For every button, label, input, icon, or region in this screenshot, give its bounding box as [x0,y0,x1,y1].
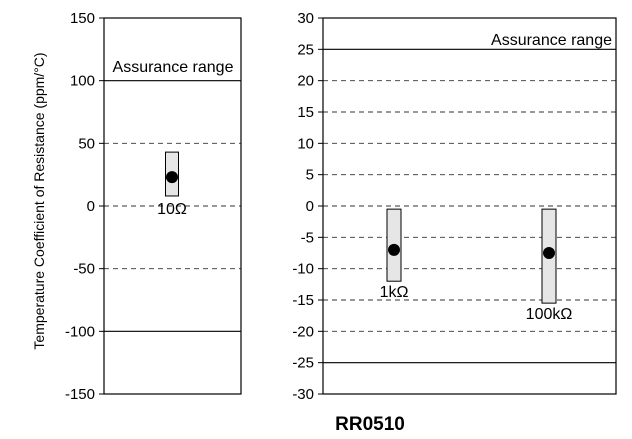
resistance-label: 1kΩ [380,284,409,301]
panel-right: 30 25 20 15 10 5 0 -5 -10 -15 -20 -25 -30 Assurance r… [292,10,617,403]
y-tick-label: 50 [78,135,95,152]
panel-left: 150 100 50 0 -50 -100 -150 Assurance range 10Ω [65,10,242,403]
y-tick-label: -20 [292,323,314,340]
data-point [388,243,400,256]
y-axis-label: Temperature Coefficient of Resistance (p… [31,52,47,349]
resistance-label: 10Ω [157,201,187,218]
y-tick-label: -5 [301,229,314,246]
resistance-label: 100kΩ [526,306,573,323]
y-tick-label: 25 [297,41,314,58]
y-tick-label: 5 [306,167,314,184]
y-tick-label: -10 [292,261,314,278]
y-tick-label: -30 [292,386,314,403]
data-point [166,171,178,184]
y-tick-label: -100 [65,323,95,340]
y-tick-label: -25 [292,355,314,372]
y-tick-label: 0 [306,198,314,215]
y-tick-label: 20 [297,73,314,90]
chart-caption: RR0510 [335,414,405,435]
y-tick-label: -50 [73,261,95,278]
y-tick-label: 100 [70,73,95,90]
y-tick-label: 0 [87,198,95,215]
y-tick-label: 15 [297,104,314,121]
y-tick-label: 150 [70,10,95,27]
y-tick-label: -15 [292,292,314,309]
data-point [543,247,555,259]
y-tick-label: 30 [297,10,314,27]
y-tick-label: -150 [65,386,95,403]
y-tick-label: 10 [297,135,314,152]
assurance-range-label: Assurance range [491,32,612,49]
assurance-range-label: Assurance range [113,59,234,76]
